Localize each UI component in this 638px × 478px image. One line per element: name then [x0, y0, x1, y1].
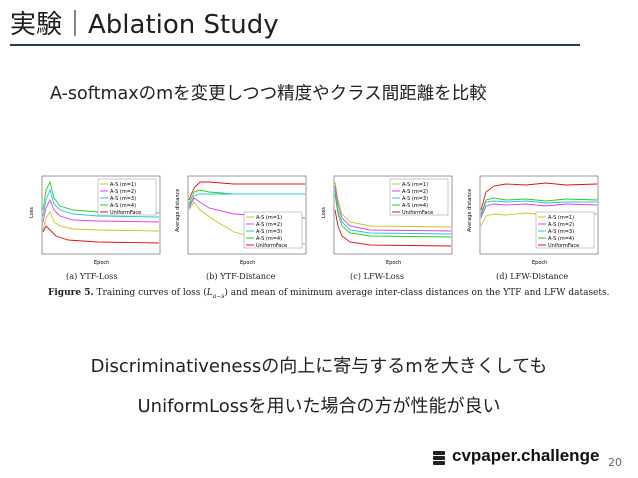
svg-text:A-S (m=3): A-S (m=3) [548, 229, 574, 235]
panel-c-xlabel: Epoch [386, 260, 401, 266]
panel-ytf-loss: Loss Epoch A-S (m=1) A-S (m=2) A-S (m=3)… [29, 175, 161, 266]
figure-caption-prefix: Figure 5. [48, 288, 94, 298]
svg-text:A-S (m=2): A-S (m=2) [110, 189, 136, 195]
conclusion-line-2: UniformLossを用いた場合の方が性能が良い [137, 396, 501, 417]
cvpaper-logo-icon [433, 451, 445, 465]
figure-caption-math-sub: a−s [212, 292, 225, 300]
panel-d-xlabel: Epoch [532, 260, 547, 266]
slide-title: 実験｜Ablation Study [10, 10, 279, 40]
svg-text:A-S (m=1): A-S (m=1) [548, 215, 574, 221]
figure-caption: Figure 5. Training curves of loss (La−s)… [48, 288, 609, 300]
panel-c-ylabel: Loss [321, 207, 327, 218]
svg-text:A-S (m=4): A-S (m=4) [548, 236, 574, 242]
svg-text:UniformFace: UniformFace [110, 210, 141, 216]
svg-text:A-S (m=4): A-S (m=4) [110, 203, 136, 209]
figure: Loss Epoch A-S (m=1) A-S (m=2) A-S (m=3)… [28, 170, 610, 306]
figure-caption-math: L [206, 288, 213, 298]
svg-text:A-S (m=2): A-S (m=2) [548, 222, 574, 228]
svg-text:A-S (m=2): A-S (m=2) [256, 222, 282, 228]
panel-c-label: (c) LFW-Loss [350, 271, 405, 281]
brand-name: cvpaper.challenge [452, 446, 600, 465]
title-underline [10, 44, 580, 46]
panel-lfw-loss: Loss Epoch A-S (m=1) A-S (m=2) A-S (m=3)… [321, 175, 453, 266]
figure-caption-text-a: Training curves of loss ( [96, 288, 207, 298]
svg-text:UniformFace: UniformFace [548, 243, 579, 249]
panel-a-xlabel: Epoch [94, 260, 109, 266]
svg-text:A-S (m=3): A-S (m=3) [402, 196, 428, 202]
panel-b-ylabel: Average distance [175, 189, 181, 232]
svg-text:A-S (m=4): A-S (m=4) [402, 203, 428, 209]
svg-text:A-S (m=2): A-S (m=2) [402, 189, 428, 195]
svg-text:A-S (m=1): A-S (m=1) [402, 182, 428, 188]
panel-lfw-distance: Average distance Epoch A-S (m=1) A-S (m=… [467, 175, 599, 266]
panel-c-legend: A-S (m=1) A-S (m=2) A-S (m=3) A-S (m=4) … [389, 178, 449, 216]
panel-d-ylabel: Average distance [467, 189, 473, 232]
panel-b-xlabel: Epoch [240, 260, 255, 266]
svg-text:A-S (m=1): A-S (m=1) [110, 182, 136, 188]
figure-caption-text-b: ) and mean of minimum average inter-clas… [224, 288, 610, 298]
svg-text:A-S (m=4): A-S (m=4) [256, 236, 282, 242]
page-number: 20 [608, 456, 622, 469]
panel-b-legend: A-S (m=1) A-S (m=2) A-S (m=3) A-S (m=4) … [243, 211, 303, 249]
panel-a-legend: A-S (m=1) A-S (m=2) A-S (m=3) A-S (m=4) … [97, 178, 157, 216]
svg-text:UniformFace: UniformFace [256, 243, 287, 249]
panel-a-label: (a) YTF-Loss [66, 271, 118, 281]
svg-text:UniformFace: UniformFace [402, 210, 433, 216]
panel-b-label: (b) YTF-Distance [206, 271, 276, 281]
panel-d-label: (d) LFW-Distance [496, 271, 569, 281]
conclusion-line-1: Discriminativenessの向上に寄与するmを大きくしても [90, 356, 548, 377]
panel-a-ylabel: Loss [29, 207, 35, 218]
svg-text:A-S (m=3): A-S (m=3) [256, 229, 282, 235]
svg-text:A-S (m=3): A-S (m=3) [110, 196, 136, 202]
panel-d-legend: A-S (m=1) A-S (m=2) A-S (m=3) A-S (m=4) … [535, 211, 595, 249]
svg-text:A-S (m=1): A-S (m=1) [256, 215, 282, 221]
panel-ytf-distance: Average distance Epoch A-S (m=1) A-S (m=… [175, 175, 307, 266]
slide-subtitle: A-softmaxのmを変更しつつ精度やクラス間距離を比較 [50, 84, 487, 104]
